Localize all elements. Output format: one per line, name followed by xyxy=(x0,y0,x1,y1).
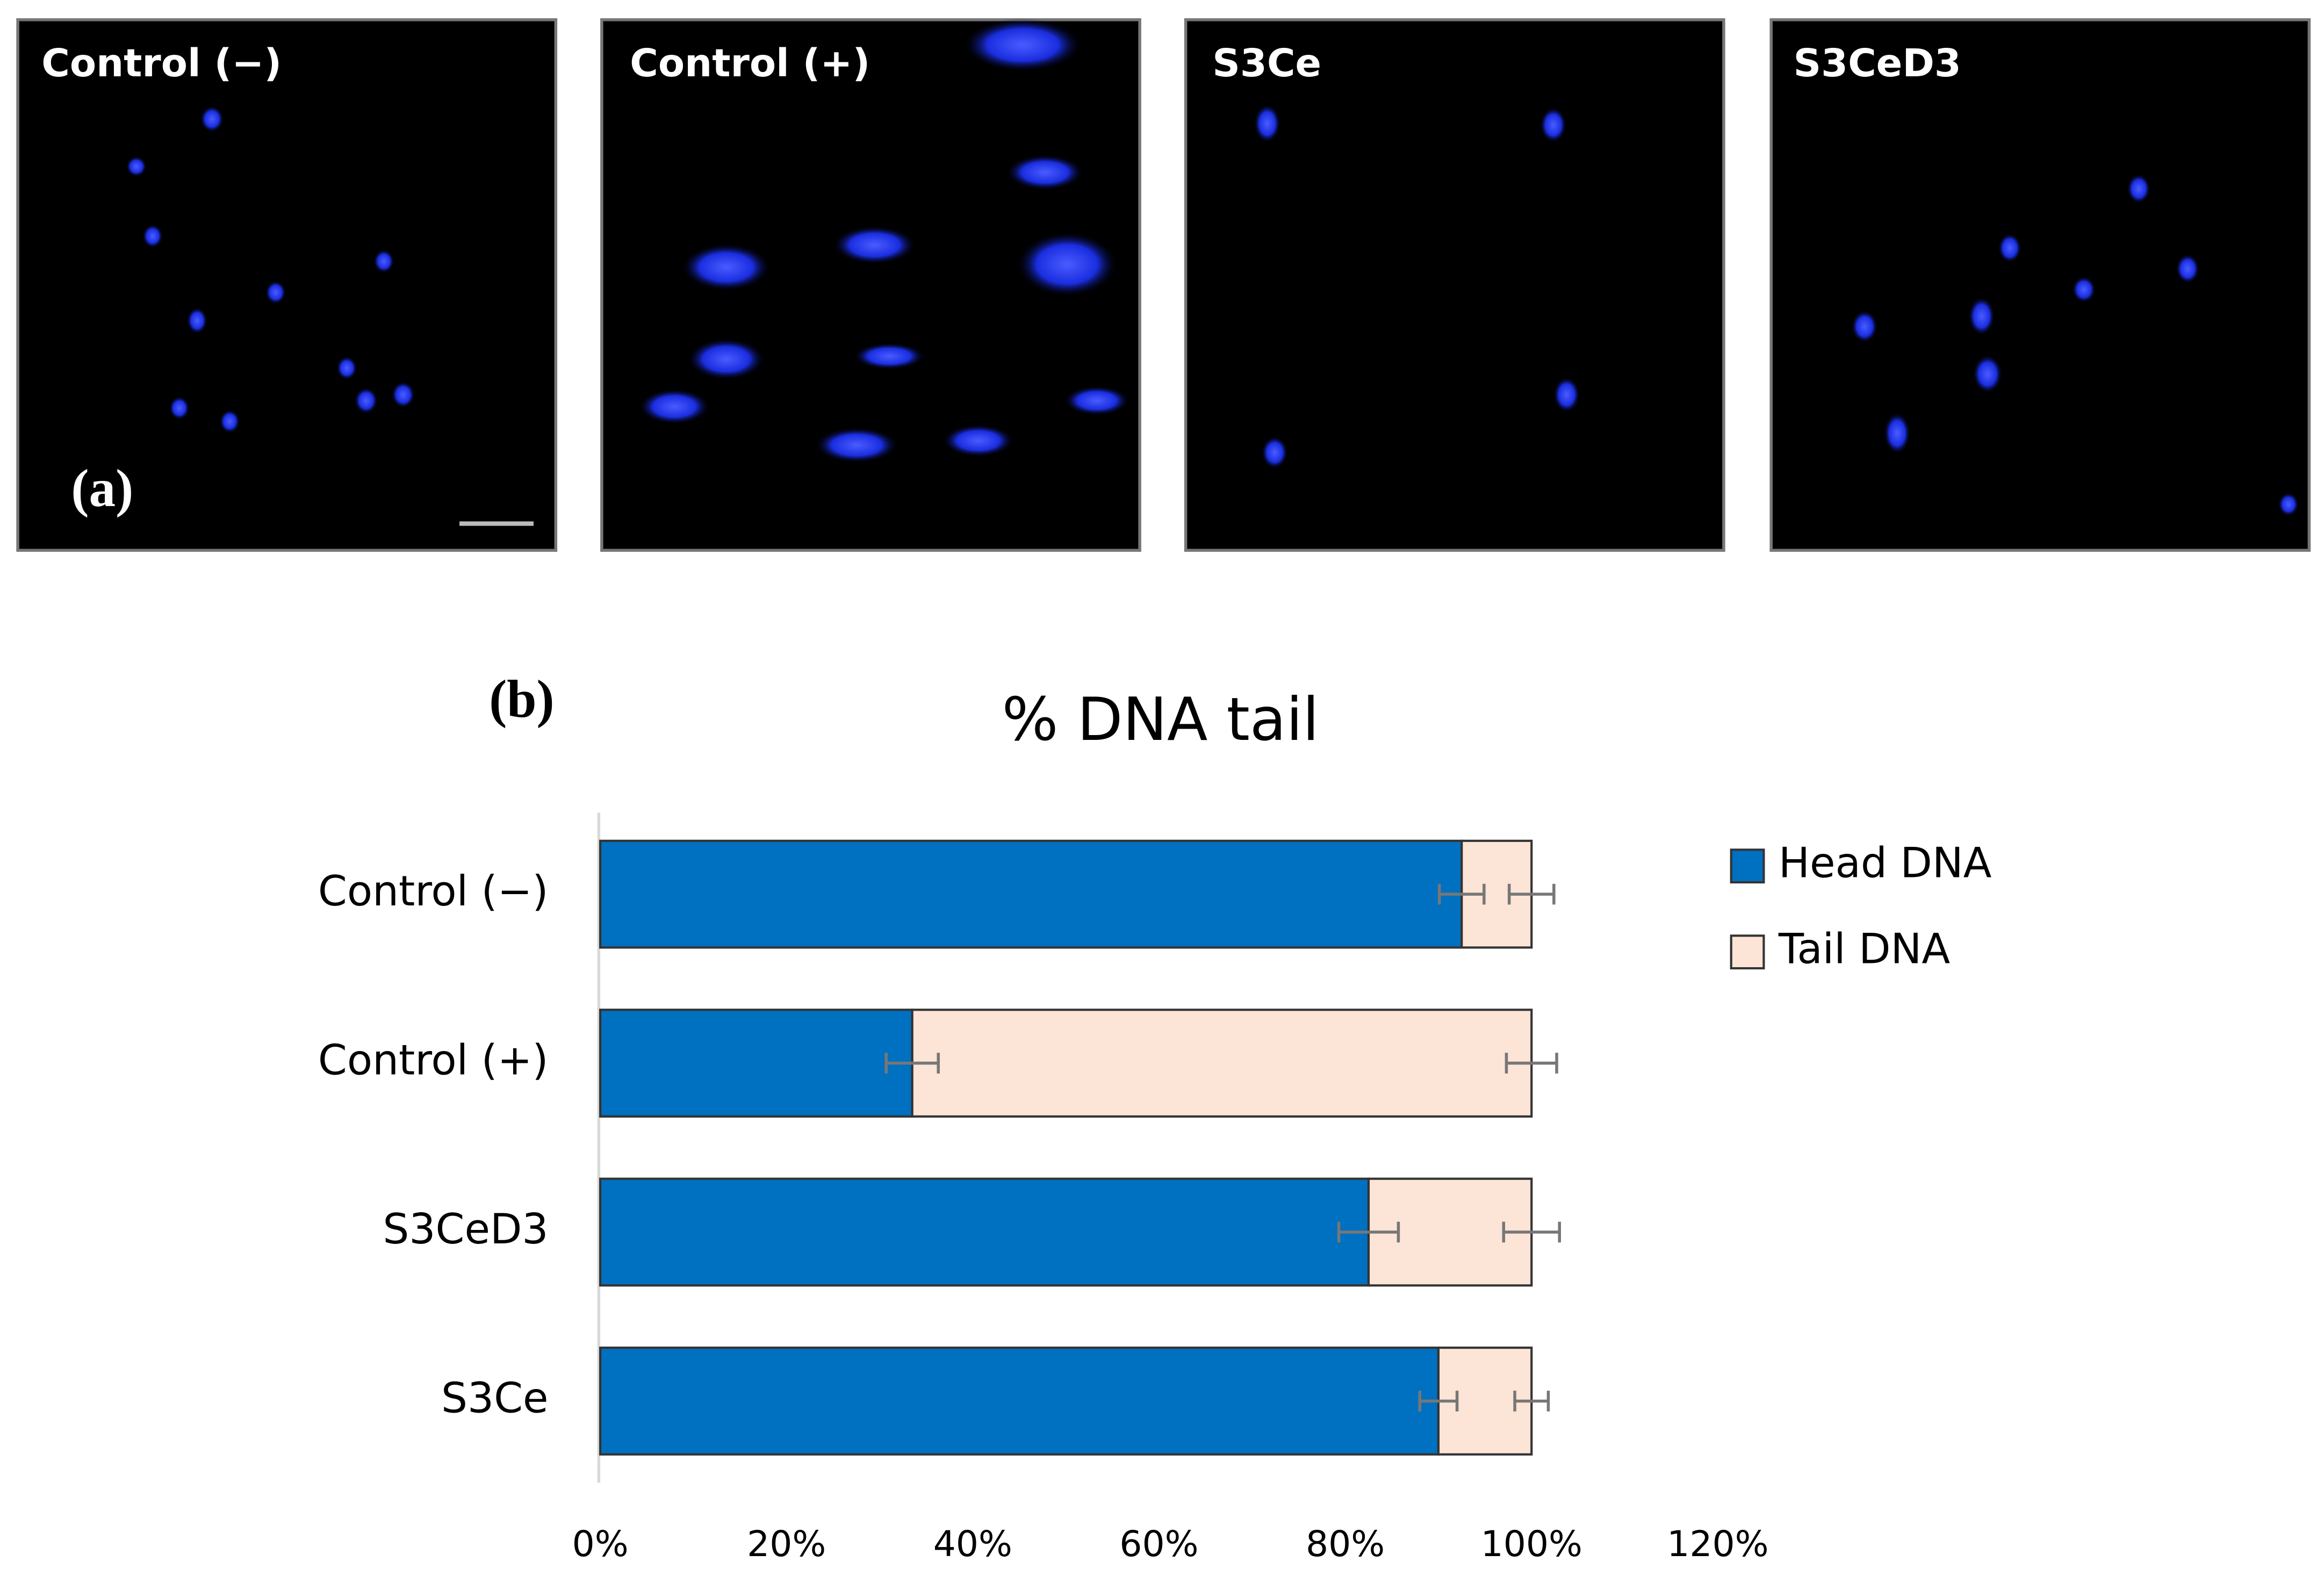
y-tick-label: S3CeD3 xyxy=(383,1205,548,1254)
micrograph-panels xyxy=(16,18,2311,552)
legend-swatch xyxy=(1730,848,1765,884)
bar xyxy=(599,1177,1370,1287)
bar xyxy=(911,1009,1533,1118)
panel xyxy=(16,18,558,552)
legend-swatch xyxy=(1730,934,1765,970)
y-tick-label: Control (+) xyxy=(318,1037,549,1085)
chart-title: % DNA tail xyxy=(1002,686,1319,754)
error-bar xyxy=(1418,1391,1459,1412)
nuclei xyxy=(126,18,2299,516)
error-bar xyxy=(1513,1391,1550,1412)
y-tick-label: S3Ce xyxy=(441,1374,549,1422)
panel xyxy=(1184,18,1725,552)
x-tick-label: 0% xyxy=(572,1523,629,1565)
error-bar xyxy=(884,1053,940,1074)
panel-label: (a) xyxy=(71,459,133,518)
error-bar xyxy=(1437,883,1486,905)
panel xyxy=(1769,18,2311,552)
legend-label: Head DNA xyxy=(1779,839,1992,888)
x-tick-label: 60% xyxy=(1119,1523,1198,1565)
error-bar xyxy=(1502,1221,1561,1243)
x-tick-label: 20% xyxy=(747,1523,826,1565)
bar xyxy=(599,839,1463,949)
y-tick-label: Control (−) xyxy=(318,867,549,916)
x-tick-label: 120% xyxy=(1667,1523,1768,1565)
error-bar xyxy=(1507,883,1556,905)
panel-label: (b) xyxy=(489,670,554,729)
panel-title: S3Ce xyxy=(1212,40,1321,85)
bar xyxy=(599,1347,1440,1456)
error-bar xyxy=(1505,1053,1558,1074)
x-tick-label: 100% xyxy=(1481,1523,1582,1565)
error-bar xyxy=(1337,1221,1400,1243)
x-tick-label: 80% xyxy=(1306,1523,1385,1565)
panel-title: Control (+) xyxy=(630,40,870,85)
legend-label: Tail DNA xyxy=(1778,925,1950,974)
panel-title: Control (−) xyxy=(41,40,282,85)
x-tick-label: 40% xyxy=(933,1523,1012,1565)
bar xyxy=(599,1009,913,1118)
panel-title: S3CeD3 xyxy=(1794,40,1961,85)
